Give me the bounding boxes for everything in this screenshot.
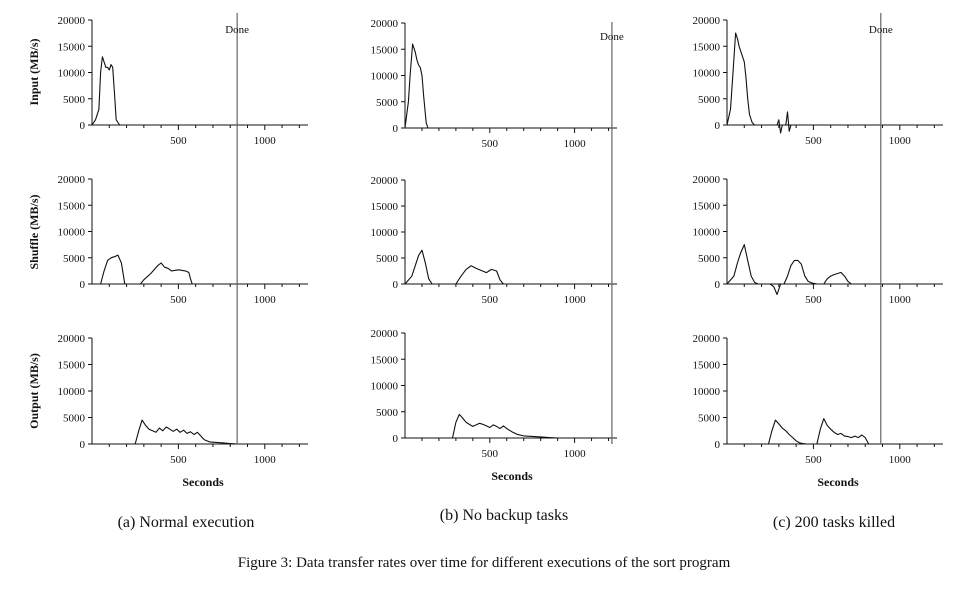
- done-lines: Done Done Done: [225, 13, 893, 444]
- y-tick-label: 10000: [693, 227, 721, 239]
- xlabel-a: Seconds: [182, 475, 224, 489]
- series-line: [92, 419, 238, 445]
- y-tick-label: 15000: [371, 201, 399, 213]
- y-tick-label: 5000: [376, 407, 399, 419]
- y-tick-label: 0: [393, 123, 399, 135]
- x-tick-label: 1000: [889, 294, 912, 306]
- y-tick-label: 0: [393, 279, 399, 291]
- y-tick-label: 0: [80, 439, 86, 451]
- y-tick-label: 0: [80, 120, 86, 132]
- y-tick-label: 10000: [371, 227, 399, 239]
- y-tick-label: 5000: [63, 94, 86, 106]
- y-tick-label: 20000: [58, 333, 86, 345]
- y-tick-label: 0: [715, 120, 721, 132]
- series-line: [404, 249, 504, 285]
- y-tick-label: 20000: [693, 174, 721, 186]
- y-tick-label: 10000: [371, 381, 399, 393]
- series-line: [726, 244, 852, 296]
- xlabel-c: Seconds: [817, 475, 859, 489]
- y-tick-label: 20000: [371, 328, 399, 340]
- y-tick-label: 5000: [698, 253, 721, 265]
- y-tick-label: 10000: [58, 68, 86, 80]
- y-tick-label: 20000: [693, 333, 721, 345]
- y-tick-label: 10000: [371, 71, 399, 83]
- y-tick-label: 10000: [58, 386, 86, 398]
- y-tick-label: 15000: [371, 354, 399, 366]
- y-tick-label: 15000: [693, 41, 721, 53]
- series-line: [726, 32, 793, 134]
- series-line: [405, 413, 558, 439]
- x-tick-label: 1000: [254, 294, 277, 306]
- x-tick-label: 500: [805, 454, 822, 466]
- series-line: [727, 418, 870, 445]
- x-tick-label: 1000: [889, 135, 912, 147]
- x-tick-label: 1000: [889, 454, 912, 466]
- y-tick-label: 5000: [376, 253, 399, 265]
- series-line: [404, 43, 429, 129]
- panel-b-input: 0 5000 10000 15000 20000 500 1000: [371, 18, 617, 150]
- caption-c: (c) 200 tasks killed: [773, 514, 895, 531]
- xlabel-b: Seconds: [491, 469, 533, 483]
- done-label: Done: [869, 24, 893, 36]
- y-tick-label: 15000: [58, 200, 86, 212]
- y-tick-label: 20000: [371, 18, 399, 30]
- y-tick-label: 5000: [698, 94, 721, 106]
- x-tick-label: 1000: [254, 135, 277, 147]
- x-tick-label: 1000: [564, 448, 587, 460]
- y-tick-label: 0: [715, 439, 721, 451]
- y-tick-label: 15000: [58, 41, 86, 53]
- done-label: Done: [600, 31, 624, 43]
- ylabel-shuffle: Shuffle (MB/s): [27, 194, 41, 269]
- panel-a-output: 0 5000 10000 15000 20000 500 1000: [58, 333, 308, 466]
- y-tick-label: 15000: [371, 44, 399, 56]
- ylabel-output: Output (MB/s): [27, 353, 41, 429]
- series-line: [91, 56, 121, 126]
- panel-a-shuffle: 0 5000 10000 15000 20000 500 1000: [58, 174, 308, 306]
- y-tick-label: 20000: [58, 15, 86, 27]
- y-tick-label: 20000: [371, 175, 399, 187]
- x-tick-label: 500: [482, 448, 499, 460]
- x-tick-label: 500: [805, 294, 822, 306]
- caption-a: (a) Normal execution: [118, 514, 255, 531]
- y-tick-label: 15000: [693, 200, 721, 212]
- y-tick-label: 5000: [63, 413, 86, 425]
- y-tick-label: 15000: [58, 360, 86, 372]
- y-tick-label: 20000: [58, 174, 86, 186]
- caption-b: (b) No backup tasks: [440, 507, 568, 524]
- panel-a-input: 0 5000 10000 15000 20000 500 1000: [58, 15, 308, 147]
- x-tick-label: 1000: [254, 454, 277, 466]
- panel-c-output: 0 5000 10000 15000 20000 500 1000: [693, 333, 943, 466]
- y-tick-label: 15000: [693, 360, 721, 372]
- y-tick-label: 5000: [698, 413, 721, 425]
- ylabel-input: Input (MB/s): [27, 38, 41, 105]
- y-tick-label: 0: [715, 279, 721, 291]
- x-tick-label: 500: [170, 454, 187, 466]
- x-tick-label: 500: [170, 135, 187, 147]
- series-line: [92, 254, 193, 285]
- x-tick-label: 500: [805, 135, 822, 147]
- y-tick-label: 0: [393, 433, 399, 445]
- y-tick-label: 10000: [693, 68, 721, 80]
- x-tick-label: 1000: [564, 294, 587, 306]
- x-tick-label: 500: [482, 138, 499, 150]
- y-tick-label: 20000: [693, 15, 721, 27]
- x-tick-label: 500: [482, 294, 499, 306]
- y-tick-label: 5000: [63, 253, 86, 265]
- done-label: Done: [225, 24, 249, 36]
- y-tick-label: 0: [80, 279, 86, 291]
- y-tick-label: 10000: [58, 227, 86, 239]
- x-tick-label: 1000: [564, 138, 587, 150]
- panel-b-output: 0 5000 10000 15000 20000 500 1000: [371, 328, 617, 460]
- panel-c-input: 0 5000 10000 15000 20000 500 1000: [693, 15, 943, 147]
- figure-caption: Figure 3: Data transfer rates over time …: [238, 555, 731, 571]
- panel-b-shuffle: 0 5000 10000 15000 20000 500 1000: [371, 175, 617, 306]
- x-tick-label: 500: [170, 294, 187, 306]
- panel-c-shuffle: 0 5000 10000 15000 20000 500 1000: [693, 174, 943, 306]
- y-tick-label: 5000: [376, 97, 399, 109]
- y-tick-label: 10000: [693, 386, 721, 398]
